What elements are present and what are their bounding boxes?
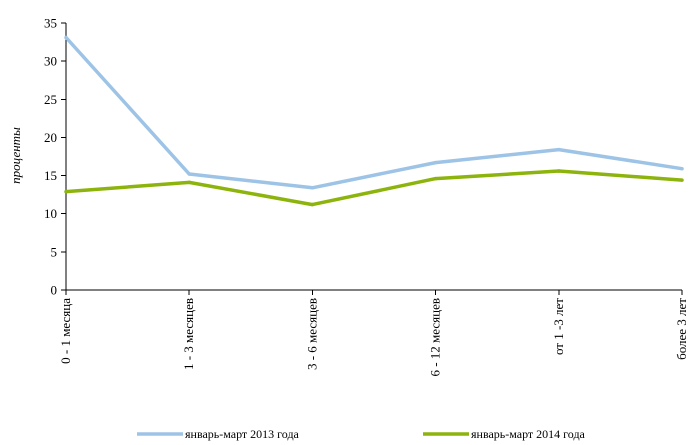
x-tick-label: 1 - 3 месяцев — [181, 298, 196, 370]
series-2-point — [64, 190, 68, 194]
y-tick-label: 35 — [44, 16, 57, 31]
series-2-point — [680, 178, 684, 182]
x-tick-label: 3 - 6 месяцев — [304, 298, 319, 370]
legend-label-1: январь-март 2013 года — [185, 427, 300, 441]
series-1-point — [64, 36, 68, 40]
legend-label-2: январь-март 2014 года — [471, 427, 586, 441]
y-tick-label: 0 — [51, 283, 58, 298]
y-tick-label: 30 — [44, 54, 57, 69]
y-tick-label: 20 — [44, 130, 57, 145]
y-tick-label: 5 — [51, 244, 58, 259]
x-tick-label: 0 - 1 месяца — [58, 298, 73, 364]
series-2-point — [311, 203, 315, 207]
y-tick-label: 15 — [44, 168, 57, 183]
y-axis-label: проценты — [8, 127, 23, 184]
series-1-point — [434, 161, 438, 165]
series-1-point — [557, 148, 561, 152]
x-axis: 0 - 1 месяца 1 - 3 месяцев 3 - 6 месяцев 6 … — [58, 290, 689, 377]
series-2-point — [187, 181, 191, 185]
x-tick-label: более 3 лет — [674, 298, 689, 360]
series-1-point — [311, 186, 315, 190]
y-tick-label: 10 — [44, 206, 57, 221]
series-lines — [64, 36, 684, 207]
x-tick-label: 6 - 12 месяцев — [428, 298, 443, 377]
series-2-point — [434, 177, 438, 181]
x-tick-label: от 1 -3 лет — [551, 298, 566, 355]
series-line-1 — [66, 38, 682, 188]
series-1-point — [680, 167, 684, 171]
y-tick-label: 25 — [44, 92, 57, 107]
series-2-point — [557, 169, 561, 173]
y-axis: 0 5 10 15 20 25 30 35 — [44, 16, 66, 298]
legend: январь-март 2013 года январь-март 2014 го… — [137, 427, 586, 441]
series-1-point — [187, 172, 191, 176]
